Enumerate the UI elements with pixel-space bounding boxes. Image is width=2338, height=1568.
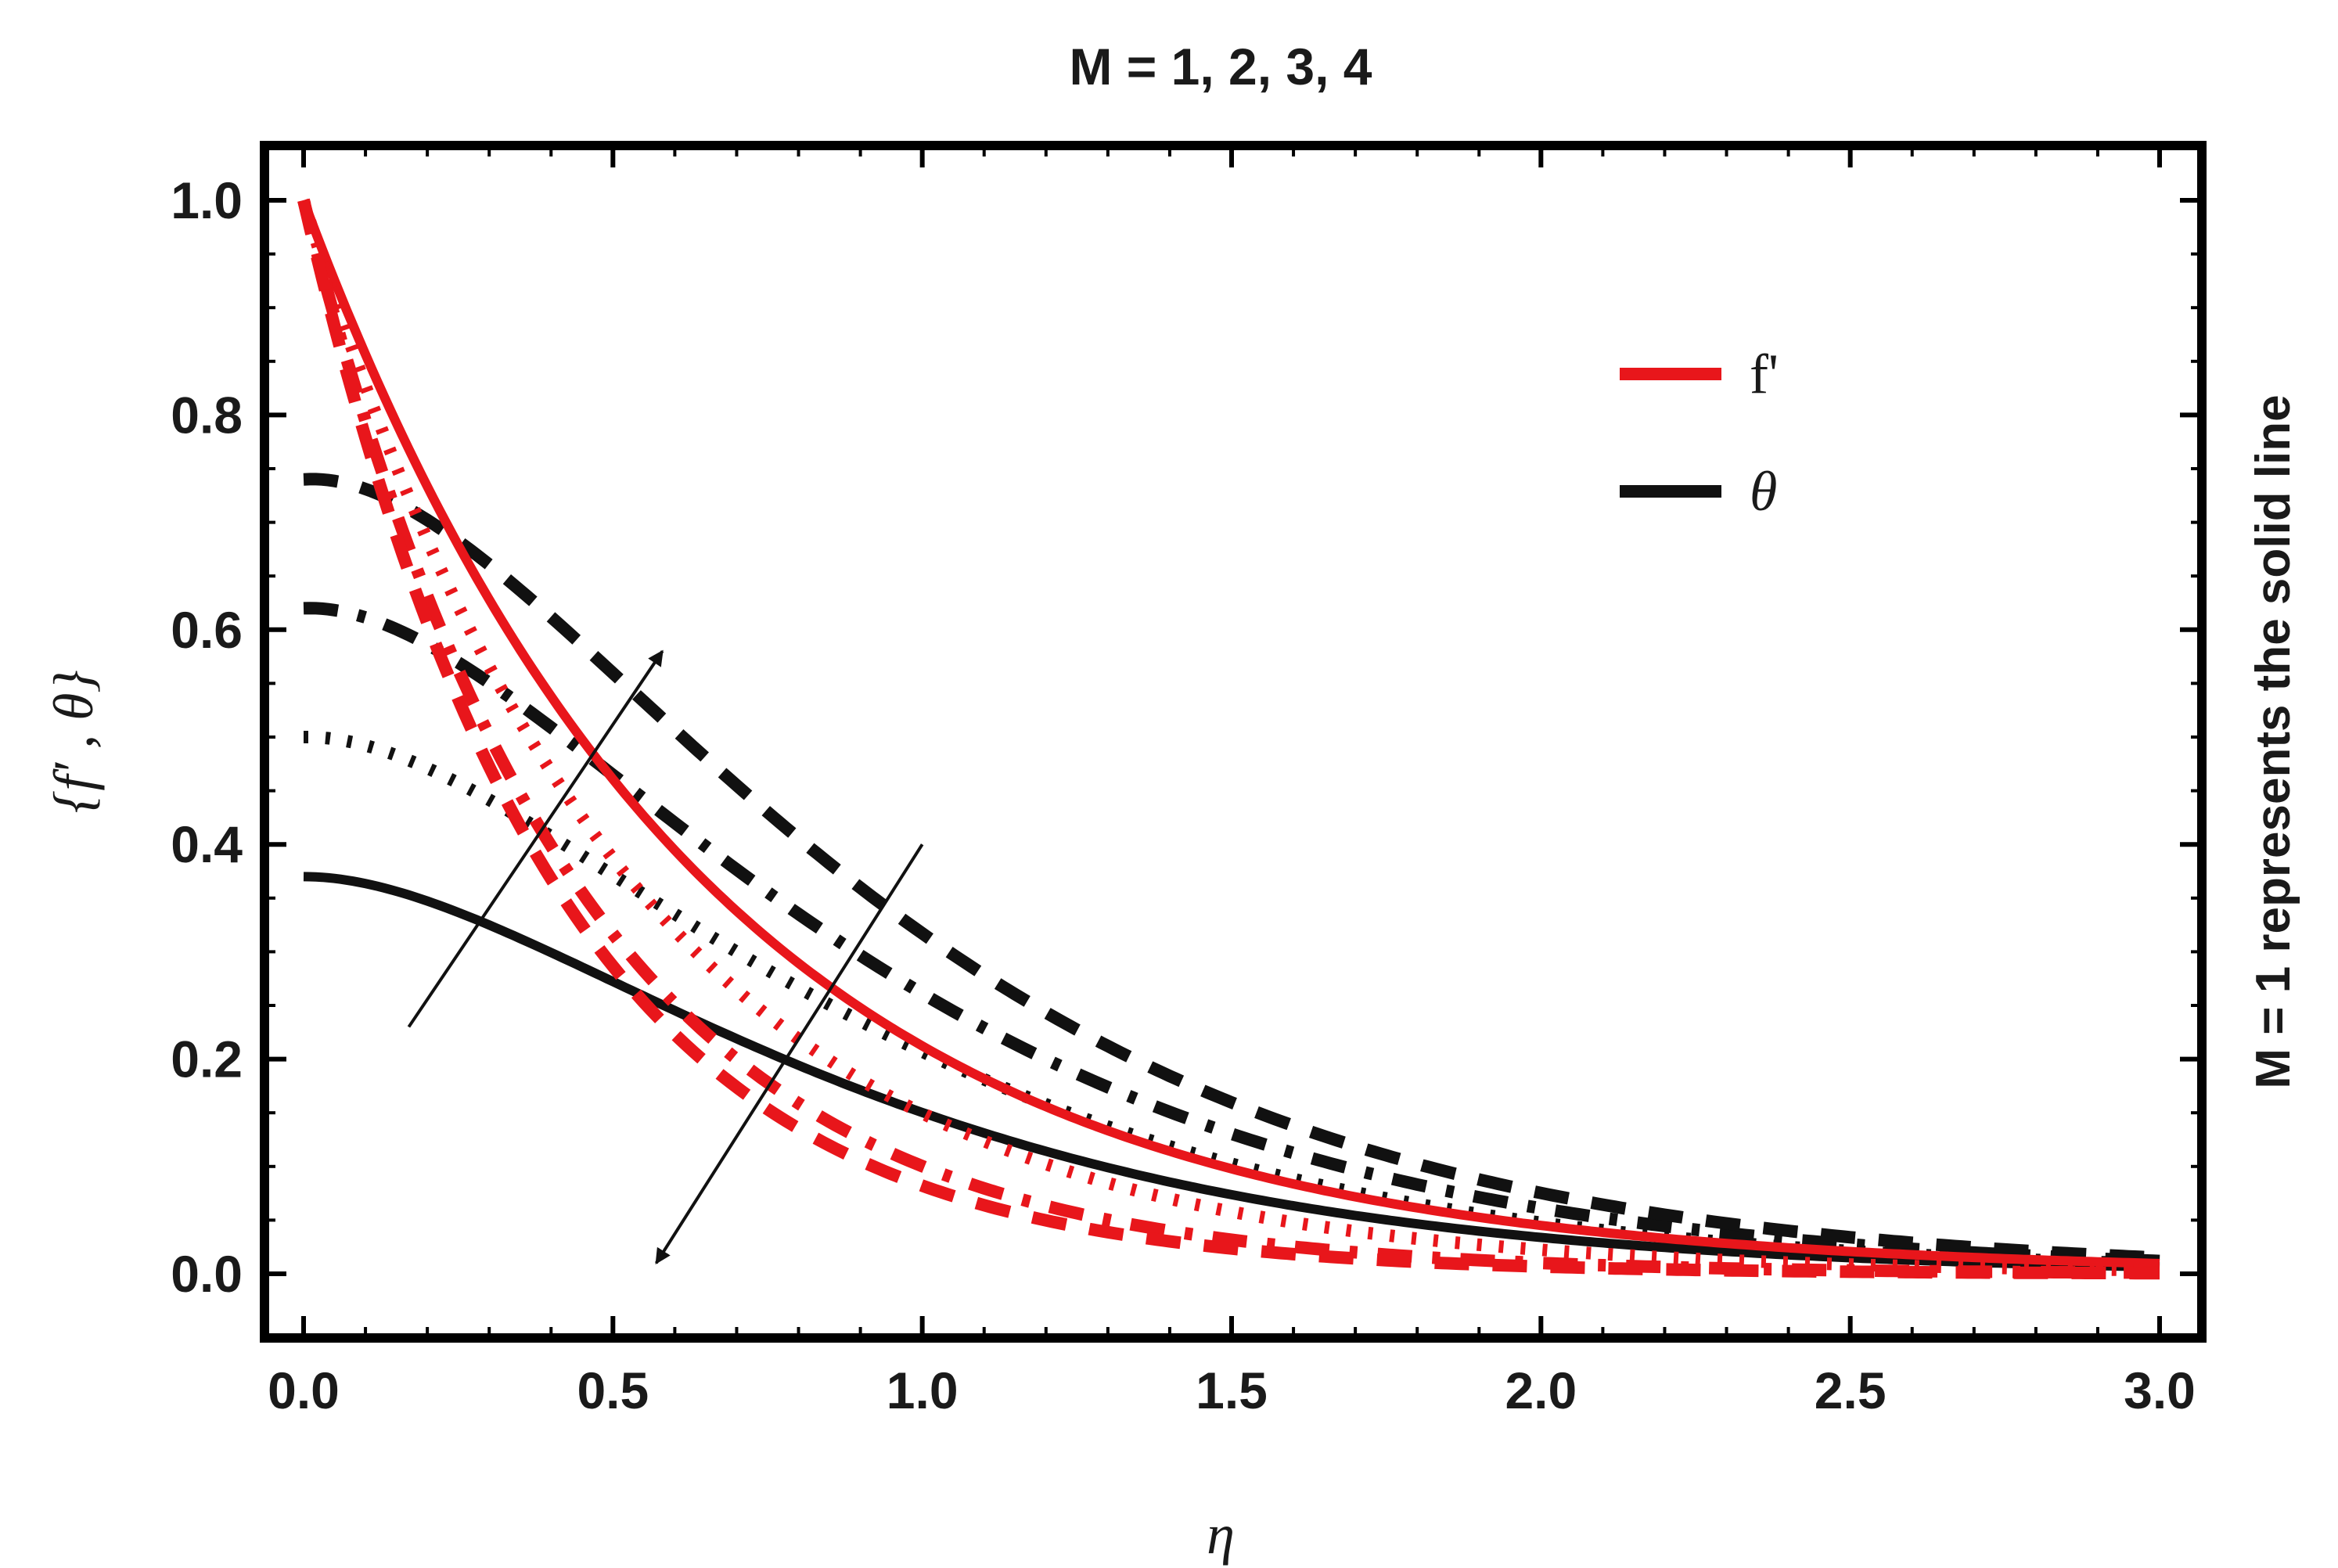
series-layer <box>297 198 2160 1280</box>
side-note: M = 1 represents the solid line <box>2246 394 2300 1088</box>
legend-label-theta: θ <box>1750 460 1777 523</box>
series-line-theta-m2 <box>304 731 2160 1271</box>
legend: f' θ <box>1620 343 1779 523</box>
x-tick-label: 0.0 <box>268 1361 340 1419</box>
x-tick-label: 1.0 <box>887 1361 959 1419</box>
annotation-arrow-1 <box>407 649 664 1028</box>
y-tick-label: 0.6 <box>171 601 243 659</box>
y-tick-label: 0.2 <box>171 1030 243 1088</box>
x-tick-label: 1.5 <box>1196 1361 1268 1419</box>
legend-label-fprime: f' <box>1750 343 1779 405</box>
annotation-arrow-2 <box>654 843 924 1264</box>
annotation-layer <box>407 649 924 1264</box>
x-tick-label: 3.0 <box>2124 1361 2196 1419</box>
y-tick-label: 0.8 <box>171 386 243 444</box>
y-tick-label: 0.4 <box>171 815 243 873</box>
chart-title: M = 1, 2, 3, 4 <box>1069 38 1372 95</box>
x-tick-label: 2.0 <box>1505 1361 1577 1419</box>
y-tick-label: 0.0 <box>171 1245 243 1303</box>
x-tick-label: 2.5 <box>1815 1361 1887 1419</box>
axis-ticks: 0.0 0.5 1.0 1.5 2.0 2.5 3.0 0.0 0.2 0.4 0.6 0.8 1.0 <box>171 146 2202 1419</box>
y-tick-label: 1.0 <box>171 171 243 229</box>
series-line-theta-m4 <box>303 473 2160 1264</box>
x-tick-label: 0.5 <box>577 1361 649 1419</box>
series-line-fprime-m1 <box>299 198 2160 1268</box>
series-line-theta-m1 <box>303 872 2160 1272</box>
series-line-fprime-m4 <box>297 199 2160 1280</box>
plot-frame <box>260 141 2207 1343</box>
series-line-theta-m3 <box>303 602 2160 1268</box>
y-axis-label: {f′ , θ} <box>42 670 105 813</box>
x-axis-label: η <box>1207 1503 1235 1566</box>
